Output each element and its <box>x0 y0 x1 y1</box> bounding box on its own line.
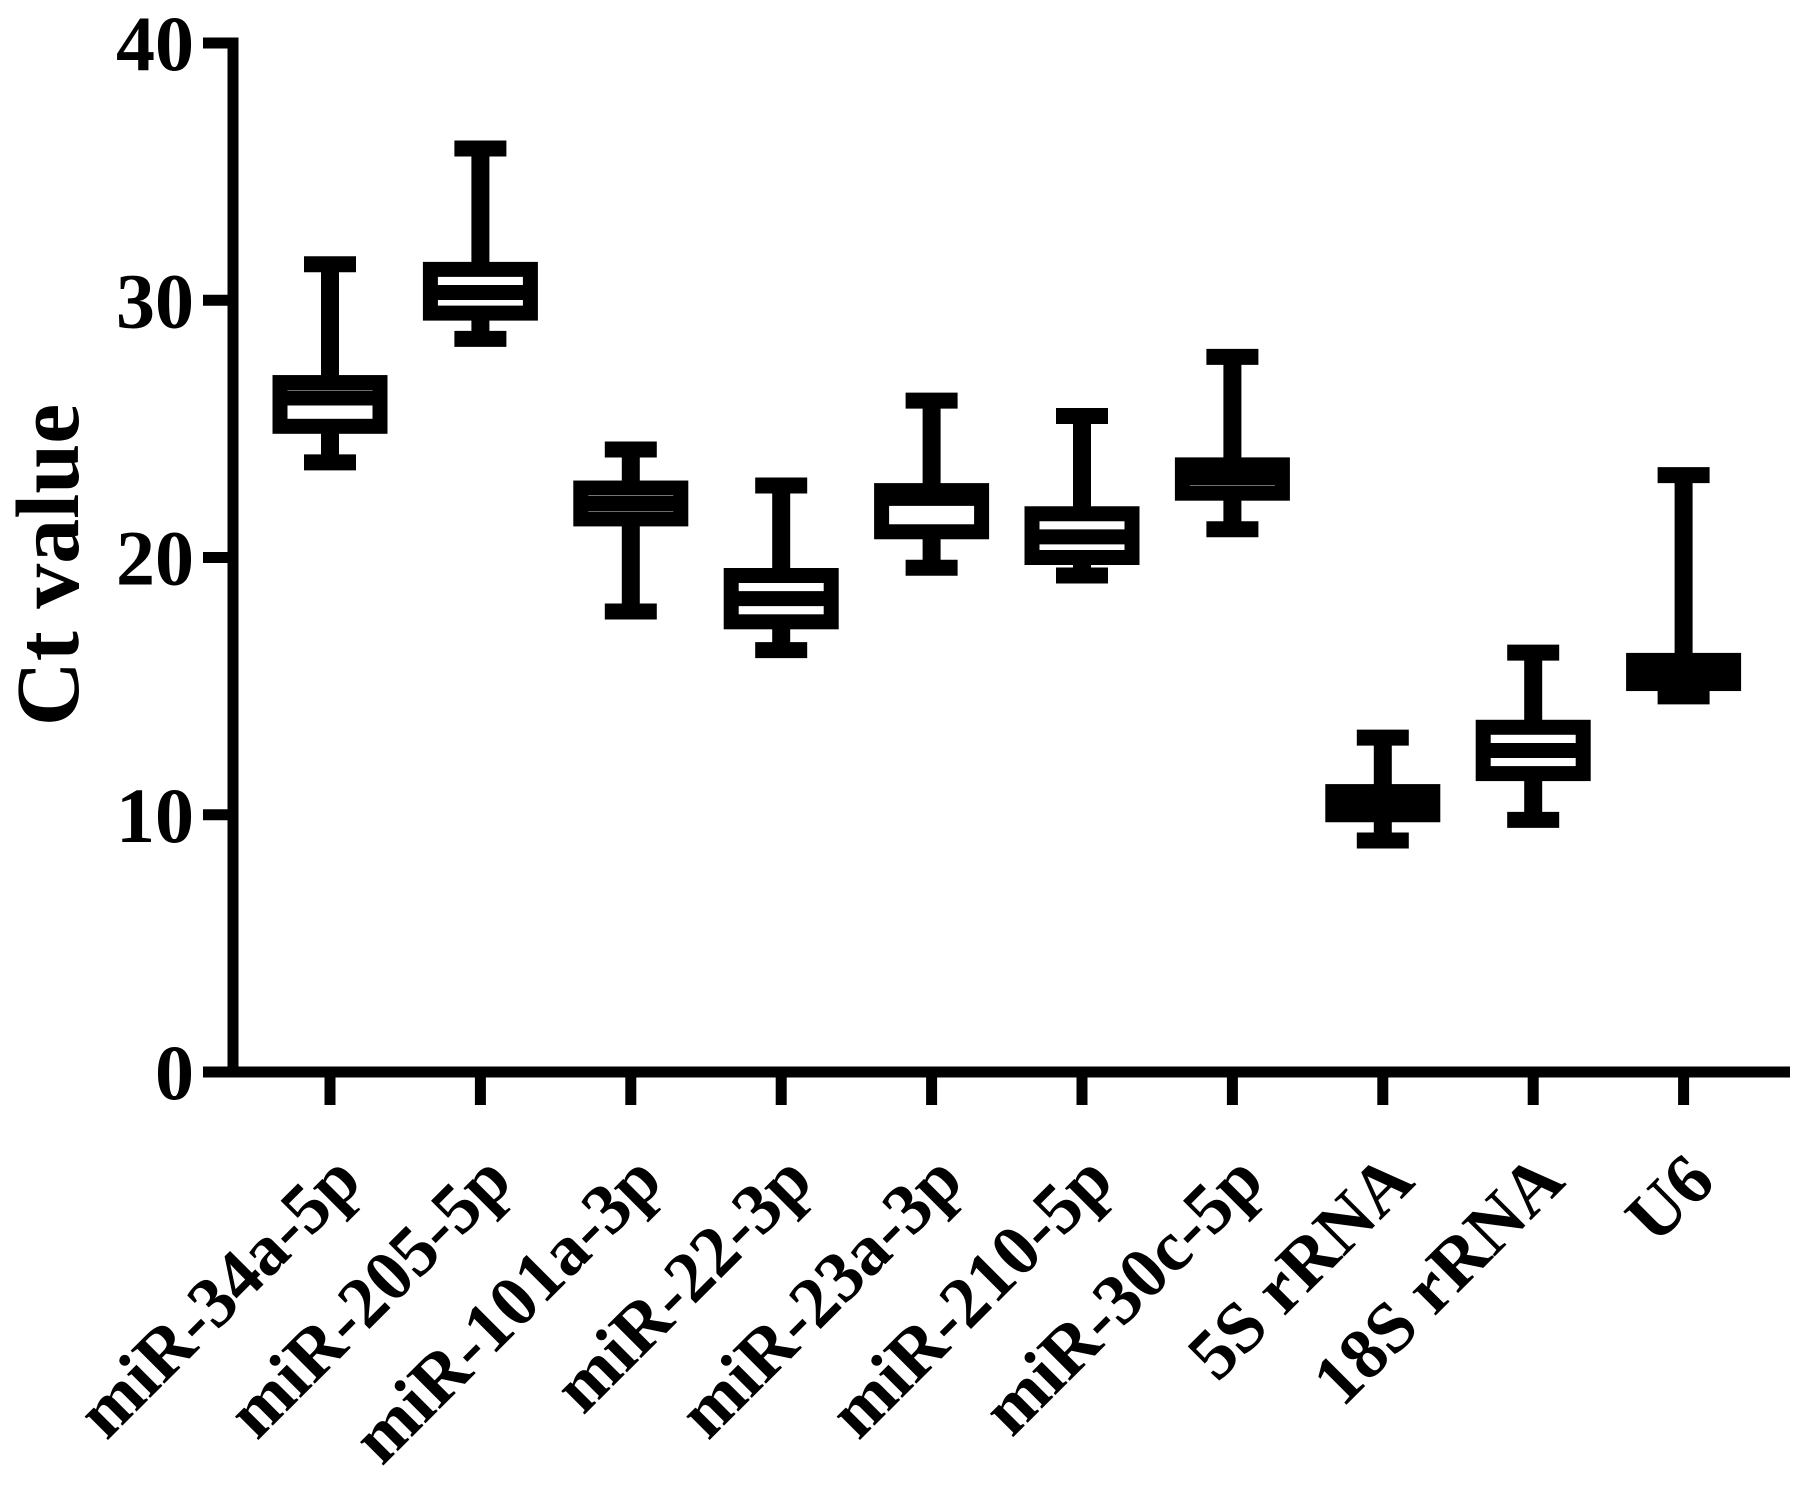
y-axis-title: Ct value <box>0 404 98 726</box>
y-tick-label: 20 <box>116 515 194 602</box>
y-tick-label: 30 <box>116 257 194 344</box>
y-tick-label: 10 <box>116 772 194 859</box>
y-tick-label: 40 <box>116 0 194 87</box>
y-tick-label: 0 <box>155 1029 194 1116</box>
x-category-label: U6 <box>1610 1139 1729 1258</box>
plot-area: 010203040miR-34a-5pmiR-205-5pmiR-101a-3p… <box>61 0 1790 1478</box>
